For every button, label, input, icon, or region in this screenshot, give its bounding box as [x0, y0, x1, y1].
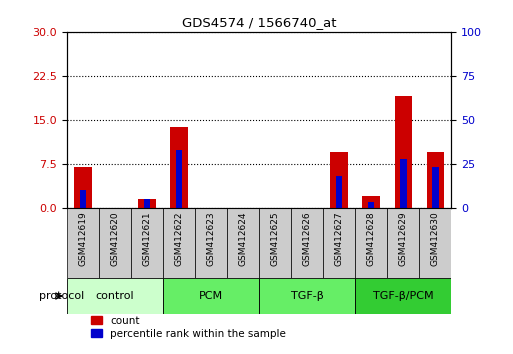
Text: GSM412622: GSM412622: [174, 211, 184, 266]
Text: GSM412625: GSM412625: [270, 211, 280, 266]
Bar: [138, 199, 155, 208]
Text: GSM412627: GSM412627: [334, 211, 344, 266]
Legend: count, percentile rank within the sample: count, percentile rank within the sample: [91, 315, 286, 339]
Bar: [227, 208, 259, 279]
Bar: [170, 127, 188, 208]
Bar: [259, 208, 291, 279]
Text: PCM: PCM: [199, 291, 223, 301]
Bar: [74, 167, 91, 208]
Bar: [368, 202, 374, 208]
Text: TGF-β: TGF-β: [291, 291, 324, 301]
Bar: [98, 208, 131, 279]
Bar: [175, 150, 182, 208]
Bar: [131, 208, 163, 279]
Text: GSM412626: GSM412626: [303, 211, 312, 266]
Bar: [259, 279, 355, 314]
Text: TGF-β/PCM: TGF-β/PCM: [373, 291, 433, 301]
Text: GSM412629: GSM412629: [399, 211, 408, 266]
Bar: [420, 208, 451, 279]
Text: GSM412630: GSM412630: [431, 211, 440, 266]
Bar: [387, 208, 420, 279]
Bar: [195, 208, 227, 279]
Text: control: control: [95, 291, 134, 301]
Bar: [144, 199, 150, 208]
Text: GSM412624: GSM412624: [239, 211, 248, 266]
Bar: [394, 96, 412, 208]
Bar: [67, 279, 163, 314]
Bar: [355, 279, 451, 314]
Bar: [400, 159, 406, 208]
Bar: [330, 152, 348, 208]
Text: GSM412628: GSM412628: [367, 211, 376, 266]
Bar: [291, 208, 323, 279]
Text: GSM412621: GSM412621: [142, 211, 151, 266]
Bar: [363, 196, 380, 208]
Text: GSM412620: GSM412620: [110, 211, 120, 266]
Bar: [80, 190, 86, 208]
Text: protocol: protocol: [40, 291, 85, 301]
Bar: [336, 176, 342, 208]
Bar: [427, 152, 444, 208]
Bar: [355, 208, 387, 279]
Title: GDS4574 / 1566740_at: GDS4574 / 1566740_at: [182, 16, 337, 29]
Bar: [67, 208, 98, 279]
Bar: [163, 279, 259, 314]
Bar: [163, 208, 195, 279]
Bar: [323, 208, 355, 279]
Bar: [432, 167, 439, 208]
Text: GSM412623: GSM412623: [206, 211, 215, 266]
Text: GSM412619: GSM412619: [78, 211, 87, 266]
